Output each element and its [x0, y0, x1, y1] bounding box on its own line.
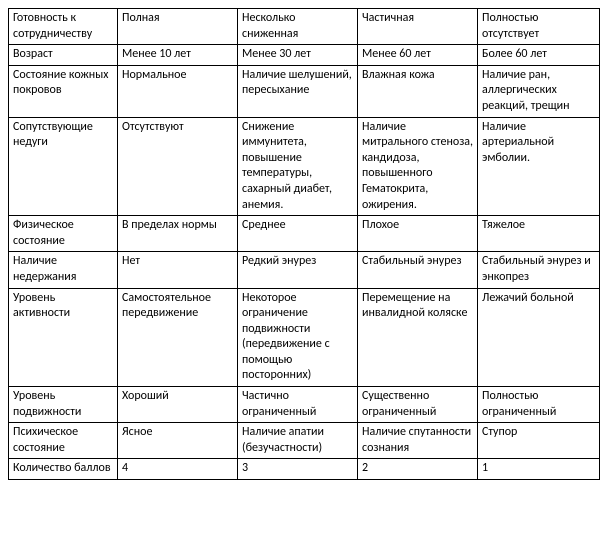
cell: Уровень активности	[9, 288, 118, 387]
cell: Ясное	[118, 423, 238, 459]
assessment-table: Готовность к сотрудничеству Полная Неско…	[8, 8, 600, 480]
cell: Менее 30 лет	[238, 45, 358, 66]
cell: Полная	[118, 9, 238, 45]
cell: Ступор	[478, 423, 600, 459]
cell: Более 60 лет	[478, 45, 600, 66]
cell: В пределах нормы	[118, 216, 238, 252]
cell: Физическое состояние	[9, 216, 118, 252]
table-row: Уровень подвижности Хороший Частично огр…	[9, 387, 600, 423]
cell: Менее 60 лет	[358, 45, 478, 66]
table-row: Психическое состояние Ясное Наличие апат…	[9, 423, 600, 459]
cell: 3	[238, 459, 358, 480]
cell: Состояние кожных покровов	[9, 65, 118, 117]
cell: Наличие недержания	[9, 252, 118, 288]
table-row: Готовность к сотрудничеству Полная Неско…	[9, 9, 600, 45]
cell: Перемещение на инвалидной коляске	[358, 288, 478, 387]
cell: Влажная кожа	[358, 65, 478, 117]
cell: Редкий энурез	[238, 252, 358, 288]
cell: Сопутствующие недуги	[9, 117, 118, 216]
table-row: Уровень активности Самостоятельное перед…	[9, 288, 600, 387]
cell: 1	[478, 459, 600, 480]
cell: Среднее	[238, 216, 358, 252]
cell: Психическое состояние	[9, 423, 118, 459]
table-row: Состояние кожных покровов Нормальное Нал…	[9, 65, 600, 117]
cell: Стабильный энурез	[358, 252, 478, 288]
table-row: Возраст Менее 10 лет Менее 30 лет Менее …	[9, 45, 600, 66]
cell: Полностью отсутствует	[478, 9, 600, 45]
table-row: Наличие недержания Нет Редкий энурез Ста…	[9, 252, 600, 288]
table-row: Сопутствующие недуги Отсутствуют Снижени…	[9, 117, 600, 216]
cell: Полностью ограниченный	[478, 387, 600, 423]
cell: Тяжелое	[478, 216, 600, 252]
cell: Снижение иммунитета, повышение температу…	[238, 117, 358, 216]
table-row: Количество баллов 4 3 2 1	[9, 459, 600, 480]
cell: Лежачий больной	[478, 288, 600, 387]
cell: Несколько сниженная	[238, 9, 358, 45]
cell: Уровень подвижности	[9, 387, 118, 423]
cell: Самостоятельное передвижение	[118, 288, 238, 387]
cell: Частично ограниченный	[238, 387, 358, 423]
cell: Нормальное	[118, 65, 238, 117]
cell: Некоторое ограничение подвижности (перед…	[238, 288, 358, 387]
cell: Менее 10 лет	[118, 45, 238, 66]
cell: Плохое	[358, 216, 478, 252]
cell: Частичная	[358, 9, 478, 45]
cell: 4	[118, 459, 238, 480]
cell: Наличие митрального стеноза, кандидоза, …	[358, 117, 478, 216]
cell: Хороший	[118, 387, 238, 423]
cell: Количество баллов	[9, 459, 118, 480]
cell: Возраст	[9, 45, 118, 66]
cell: Отсутствуют	[118, 117, 238, 216]
cell: 2	[358, 459, 478, 480]
cell: Наличие апатии (безучастности)	[238, 423, 358, 459]
cell: Наличие артериальной эмболии.	[478, 117, 600, 216]
cell: Готовность к сотрудничеству	[9, 9, 118, 45]
table-body: Готовность к сотрудничеству Полная Неско…	[9, 9, 600, 480]
cell: Наличие ран, аллергических реакций, трещ…	[478, 65, 600, 117]
table-row: Физическое состояние В пределах нормы Ср…	[9, 216, 600, 252]
cell: Существенно ограниченный	[358, 387, 478, 423]
cell: Нет	[118, 252, 238, 288]
cell: Наличие шелушений, пересыхание	[238, 65, 358, 117]
cell: Наличие спутанности сознания	[358, 423, 478, 459]
cell: Стабильный энурез и энкопрез	[478, 252, 600, 288]
